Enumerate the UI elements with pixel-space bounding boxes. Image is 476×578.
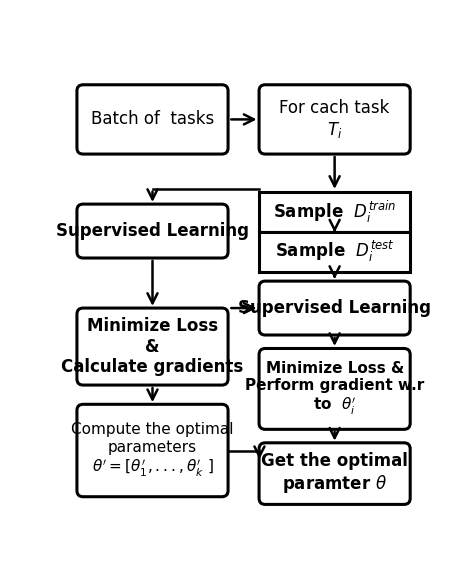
Text: Compute the optimal
parameters
$\theta'=[ \theta_1', ..., \theta_k'$ ]: Compute the optimal parameters $\theta'=… — [71, 423, 234, 479]
FancyBboxPatch shape — [77, 404, 228, 497]
Text: Get the optimal
paramter $\theta$: Get the optimal paramter $\theta$ — [261, 452, 408, 495]
Text: For cach task
$T_i$: For cach task $T_i$ — [279, 99, 390, 140]
Text: Batch of  tasks: Batch of tasks — [91, 110, 214, 128]
FancyBboxPatch shape — [259, 349, 410, 429]
Text: Minimize Loss &
Perform gradient w.r
to  $\theta_i'$: Minimize Loss & Perform gradient w.r to … — [245, 361, 424, 417]
Text: Supervised Learning: Supervised Learning — [56, 222, 249, 240]
FancyBboxPatch shape — [259, 232, 410, 272]
Text: Supervised Learning: Supervised Learning — [238, 299, 431, 317]
Text: Minimize Loss
&
Calculate gradients: Minimize Loss & Calculate gradients — [61, 317, 244, 376]
FancyBboxPatch shape — [77, 308, 228, 385]
Text: Sample  $D_i^{test}$: Sample $D_i^{test}$ — [275, 239, 395, 264]
FancyBboxPatch shape — [259, 85, 410, 154]
FancyBboxPatch shape — [259, 192, 410, 232]
FancyBboxPatch shape — [77, 85, 228, 154]
FancyBboxPatch shape — [77, 204, 228, 258]
FancyBboxPatch shape — [259, 281, 410, 335]
Text: Sample  $D_i^{train}$: Sample $D_i^{train}$ — [273, 199, 397, 225]
FancyBboxPatch shape — [259, 443, 410, 505]
